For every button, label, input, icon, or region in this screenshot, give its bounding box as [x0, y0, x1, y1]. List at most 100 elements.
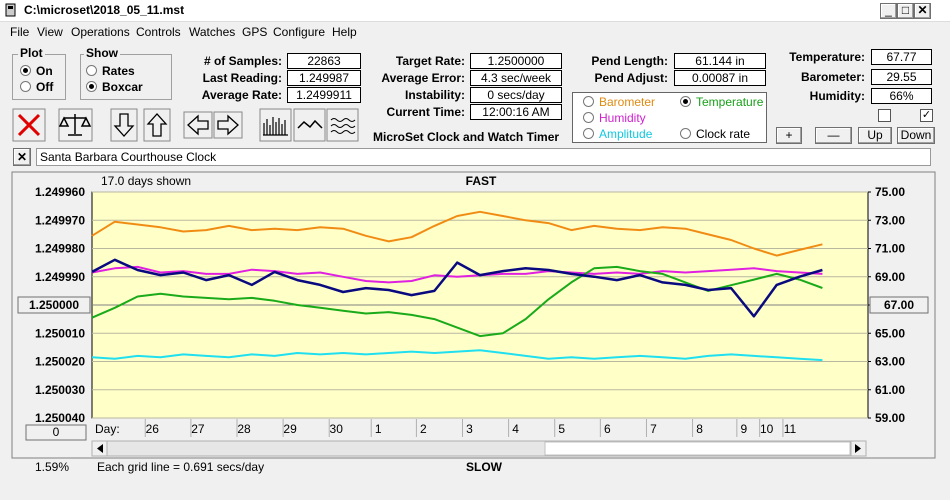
menu-item[interactable]: Watches [189, 25, 236, 39]
legend-option[interactable]: Barometer [583, 95, 655, 109]
field-value: 61.144 in [674, 53, 766, 69]
radio-button [86, 81, 97, 92]
close[interactable]: ✕ [914, 3, 931, 19]
y2-tick-label: 63.00 [875, 355, 905, 369]
maximize[interactable]: □ [897, 3, 914, 19]
field-label: Target Rate: [395, 54, 465, 68]
radio-button [20, 81, 31, 92]
field-label: Last Reading: [202, 71, 282, 85]
scale-icon [58, 114, 92, 136]
y2-tick-label: 73.00 [875, 213, 905, 227]
radio-option[interactable]: Rates [86, 64, 135, 78]
toolbar [12, 108, 359, 142]
app-subtitle: MicroSet Clock and Watch Timer [373, 130, 560, 144]
field-value: 1.2500000 [470, 53, 562, 69]
x-tick-label: 2 [420, 422, 427, 436]
clock-name[interactable]: Santa Barbara Courthouse Clock [36, 148, 931, 166]
legend-label: Humidity [599, 111, 646, 125]
button[interactable]: Up [858, 127, 892, 144]
x-axis-label: Day: [95, 422, 120, 436]
field-value: 0 secs/day [470, 87, 562, 103]
axis-button-label: 1.250000 [29, 298, 79, 312]
bars-icon [263, 117, 288, 136]
field-label: Pend Length: [591, 54, 668, 68]
legend-label: Temperature [696, 95, 764, 109]
y-tick-label: 1.249990 [35, 270, 85, 284]
x-tick-label: 7 [650, 422, 657, 436]
x-icon [17, 113, 41, 137]
y-tick-label: 1.250010 [35, 326, 85, 340]
legend-option[interactable]: Amplitude [583, 127, 652, 141]
field-label: Barometer: [800, 69, 865, 84]
menu-item[interactable]: View [37, 25, 63, 39]
field-value: 22863 [287, 53, 361, 69]
series-line [91, 265, 823, 284]
menu-item[interactable]: Configure [273, 25, 326, 39]
legend-label: Clock rate [696, 127, 751, 141]
checkbox[interactable] [878, 109, 891, 122]
legend-option[interactable]: Clock rate [680, 127, 750, 141]
menu-item[interactable]: Help [332, 25, 357, 39]
arrow-icon [97, 444, 103, 453]
radio-label: On [36, 64, 53, 78]
minimize[interactable]: _ [880, 3, 897, 19]
days-shown: 17.0 days shown [101, 174, 191, 188]
radio-option[interactable]: On [20, 64, 53, 78]
scroll-thumb[interactable] [544, 441, 851, 456]
y2-tick-label: 71.00 [875, 242, 905, 256]
radio-option[interactable]: Off [20, 80, 53, 94]
x-tick-label: 11 [784, 422, 797, 436]
wave-icon [297, 119, 323, 129]
field-label: # of Samples: [203, 54, 282, 68]
clock-clear[interactable]: ✕ [13, 148, 31, 166]
scroll-zero-label: 0 [53, 425, 60, 439]
title-bar [0, 0, 950, 22]
radio-button [20, 65, 31, 76]
y2-tick-label: 65.00 [875, 326, 905, 340]
checkbox[interactable]: ✓ [920, 109, 933, 122]
legend-option[interactable]: Humidity [583, 111, 646, 125]
scroll-zero-button[interactable] [25, 424, 87, 441]
button[interactable]: Down [897, 127, 935, 144]
legend-option[interactable]: Temperature [680, 95, 763, 109]
series-line [91, 210, 823, 257]
down-icon [113, 113, 135, 137]
button[interactable]: — [815, 127, 852, 144]
x-tick-label: 3 [466, 422, 473, 436]
field-value: 0.00087 in [674, 70, 766, 86]
x-tick-label: 6 [604, 422, 611, 436]
radio-label: Rates [102, 64, 135, 78]
x-tick-label: 26 [146, 422, 160, 436]
y2-tick-label: 69.00 [875, 270, 905, 284]
x-tick-label: 9 [740, 422, 747, 436]
axis-button[interactable] [869, 296, 929, 314]
axis-button-label: 67.00 [884, 298, 914, 312]
field-value: 67.77 [871, 49, 932, 65]
radio-button [583, 96, 594, 107]
radio-button [86, 65, 97, 76]
x-tick-label: 4 [512, 422, 519, 436]
app-icon [5, 3, 16, 17]
axis-button[interactable] [17, 296, 91, 314]
legend-label: Barometer [599, 95, 656, 109]
field-label: Average Error: [381, 71, 465, 85]
radio-option[interactable]: Boxcar [86, 80, 143, 94]
field-label: Pend Adjust: [594, 71, 668, 85]
series-line [91, 349, 823, 362]
y-tick-label: 1.250020 [35, 355, 85, 369]
wave-button[interactable] [293, 108, 326, 142]
x-tick-label: 8 [696, 422, 703, 436]
grid-note: Each grid line = 0.691 secs/day [97, 460, 264, 474]
menu-item[interactable]: GPS [242, 25, 268, 39]
field-value: 1.2499911 [287, 87, 361, 103]
x-tick-label: 29 [283, 422, 297, 436]
up-icon [146, 113, 168, 137]
y-tick-label: 1.249980 [35, 242, 85, 256]
menu-item[interactable]: File [10, 25, 30, 39]
legend-box [572, 92, 767, 143]
radio-button [680, 128, 691, 139]
menu-item[interactable]: Controls [136, 25, 181, 39]
menu-item[interactable]: Operations [71, 25, 130, 39]
y-tick-label: 1.249970 [35, 213, 85, 227]
button[interactable]: + [776, 127, 802, 144]
